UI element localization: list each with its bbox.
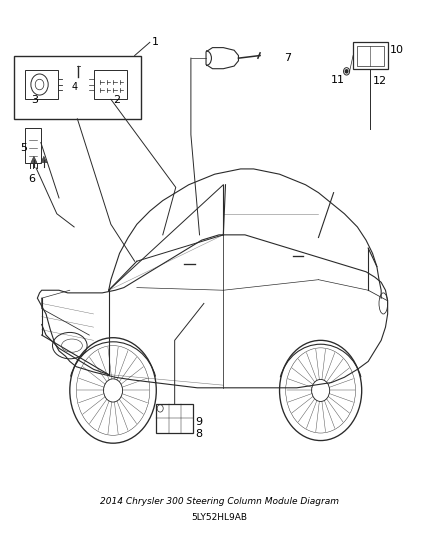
Text: 3: 3 (31, 95, 38, 106)
Bar (156, 403, 193, 433)
Bar (95, 70, 127, 99)
Text: 5: 5 (20, 143, 27, 153)
Text: 7: 7 (284, 53, 291, 63)
Bar (14, 55, 141, 119)
Text: 9: 9 (195, 417, 202, 427)
Bar (25, 128, 41, 163)
Text: 2014 Chrysler 300 Steering Column Module Diagram: 2014 Chrysler 300 Steering Column Module… (99, 497, 339, 506)
Bar (353, 42, 388, 69)
Text: 11: 11 (330, 75, 344, 85)
Text: 1: 1 (152, 37, 159, 47)
Bar (357, 45, 384, 66)
Text: 6: 6 (28, 174, 35, 184)
Text: 4: 4 (71, 82, 77, 92)
Text: 5LY52HL9AB: 5LY52HL9AB (191, 513, 247, 521)
Text: 10: 10 (390, 45, 404, 55)
Text: 8: 8 (195, 429, 202, 439)
Bar (25, 70, 58, 99)
Text: 12: 12 (372, 76, 387, 86)
Text: 2: 2 (113, 95, 120, 106)
Circle shape (345, 70, 348, 73)
